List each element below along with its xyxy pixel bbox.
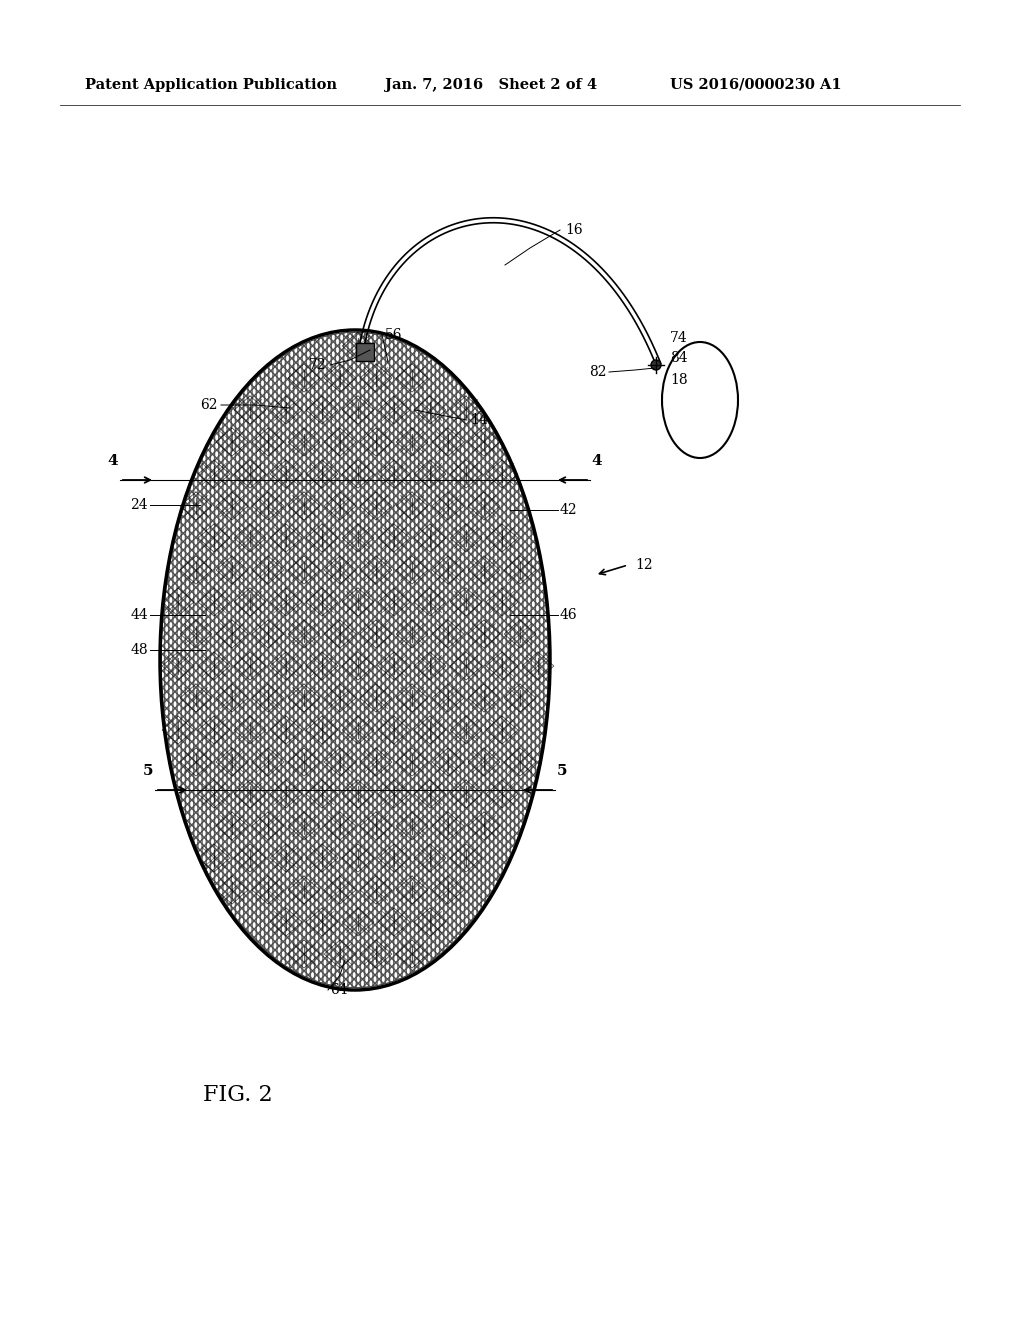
Text: 48: 48 bbox=[130, 643, 148, 657]
Text: 46: 46 bbox=[560, 609, 578, 622]
Text: 12: 12 bbox=[635, 558, 652, 572]
Text: 44: 44 bbox=[130, 609, 148, 622]
Text: 24: 24 bbox=[130, 498, 148, 512]
Text: 72: 72 bbox=[309, 358, 327, 372]
Text: 14: 14 bbox=[470, 413, 487, 426]
Text: Patent Application Publication: Patent Application Publication bbox=[85, 78, 337, 92]
Text: 56: 56 bbox=[385, 327, 402, 342]
Text: 82: 82 bbox=[590, 366, 607, 379]
Text: 4: 4 bbox=[592, 454, 602, 469]
Text: 74: 74 bbox=[670, 331, 688, 345]
Text: 62: 62 bbox=[201, 399, 218, 412]
Polygon shape bbox=[356, 343, 374, 360]
Text: Jan. 7, 2016   Sheet 2 of 4: Jan. 7, 2016 Sheet 2 of 4 bbox=[385, 78, 597, 92]
Text: 16: 16 bbox=[565, 223, 583, 238]
Text: FIG. 2: FIG. 2 bbox=[203, 1084, 272, 1106]
Text: 64: 64 bbox=[330, 983, 347, 997]
Text: 5: 5 bbox=[557, 764, 567, 777]
Text: 4: 4 bbox=[108, 454, 119, 469]
Text: US 2016/0000230 A1: US 2016/0000230 A1 bbox=[670, 78, 842, 92]
Ellipse shape bbox=[161, 331, 549, 989]
Text: 42: 42 bbox=[560, 503, 578, 517]
Text: 5: 5 bbox=[142, 764, 154, 777]
Text: 84: 84 bbox=[670, 351, 688, 366]
Circle shape bbox=[651, 360, 662, 370]
Text: 18: 18 bbox=[670, 374, 688, 387]
